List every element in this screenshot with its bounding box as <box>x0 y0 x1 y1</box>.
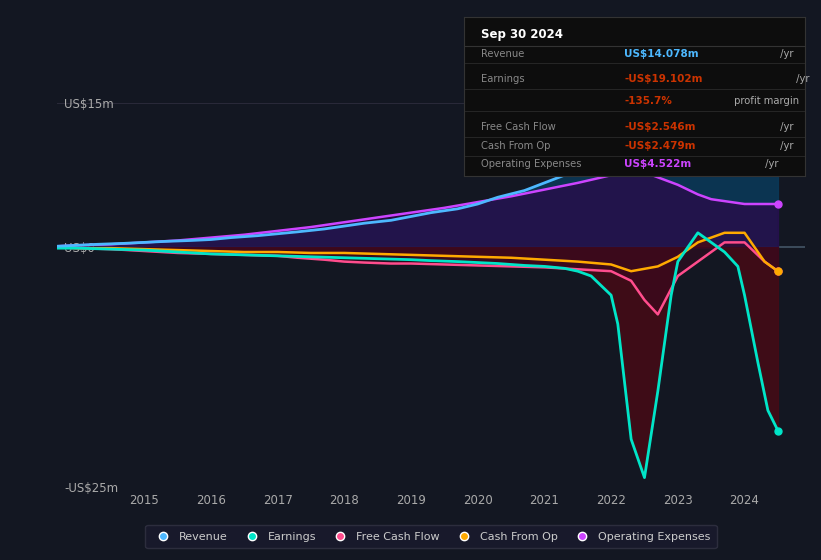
Text: Sep 30 2024: Sep 30 2024 <box>481 28 563 41</box>
Text: -135.7%: -135.7% <box>624 96 672 106</box>
Text: Operating Expenses: Operating Expenses <box>481 158 581 169</box>
Text: -US$2.546m: -US$2.546m <box>624 122 695 132</box>
Text: /yr: /yr <box>762 158 778 169</box>
Text: /yr: /yr <box>777 141 794 151</box>
Text: /yr: /yr <box>777 49 794 58</box>
Text: Cash From Op: Cash From Op <box>481 141 550 151</box>
Text: -US$19.102m: -US$19.102m <box>624 74 703 84</box>
Text: Earnings: Earnings <box>481 74 525 84</box>
Text: Revenue: Revenue <box>481 49 525 58</box>
Text: Free Cash Flow: Free Cash Flow <box>481 122 556 132</box>
Text: /yr: /yr <box>792 74 810 84</box>
Text: US$14.078m: US$14.078m <box>624 49 699 58</box>
Text: US$4.522m: US$4.522m <box>624 158 691 169</box>
Legend: Revenue, Earnings, Free Cash Flow, Cash From Op, Operating Expenses: Revenue, Earnings, Free Cash Flow, Cash … <box>145 525 717 548</box>
Text: /yr: /yr <box>777 122 794 132</box>
Text: profit margin: profit margin <box>732 96 800 106</box>
Text: -US$2.479m: -US$2.479m <box>624 141 695 151</box>
